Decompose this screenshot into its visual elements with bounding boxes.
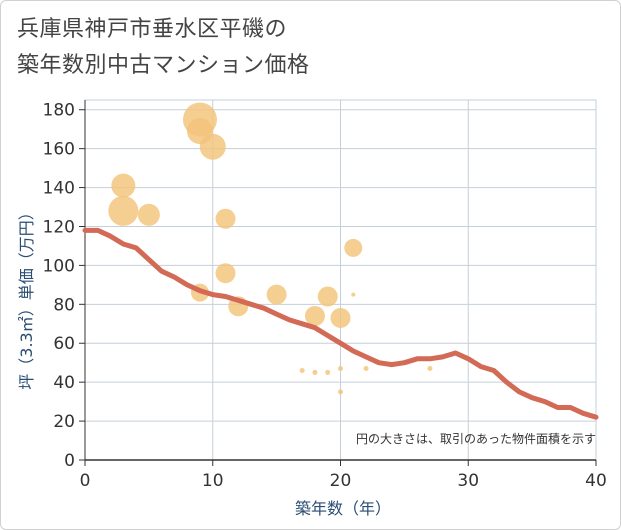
x-tick-label-2: 20: [330, 471, 352, 491]
y-tick-label-9: 180: [43, 101, 75, 121]
trend-line-group: [82, 227, 599, 420]
scatter-points: [108, 102, 433, 395]
scatter-point-0: [111, 173, 136, 198]
scatter-point-1: [108, 195, 139, 226]
y-tick-label-6: 120: [43, 217, 75, 237]
scatter-point-14: [344, 238, 363, 257]
scatter-point-11: [304, 306, 325, 326]
x-tick-label-4: 40: [585, 471, 607, 491]
scatter-point-21: [363, 366, 369, 372]
y-tick-label-1: 20: [53, 412, 75, 432]
scatter-point-13: [330, 307, 351, 328]
x-tick-label-0: 0: [80, 471, 91, 491]
bubble-size-note: 円の大きさは、取引のあった物件面積を示す: [356, 431, 596, 446]
y-axis-label: 坪（3.3㎡）単価（万円）: [17, 204, 36, 389]
scatter-point-19: [338, 366, 343, 372]
scatter-point-5: [199, 133, 226, 160]
y-tick-label-4: 80: [53, 295, 75, 315]
y-tick-label-3: 60: [53, 334, 75, 354]
y-tick-label-0: 0: [64, 451, 75, 471]
scatter-point-7: [215, 263, 236, 284]
scatter-point-6: [215, 208, 236, 229]
trend-line: [82, 227, 599, 420]
scatter-point-16: [299, 367, 305, 373]
x-tick-label-3: 30: [457, 471, 479, 491]
scatter-point-20: [338, 389, 343, 395]
y-tick-label-5: 100: [43, 256, 75, 276]
scatter-point-17: [312, 369, 318, 375]
scatter-point-2: [137, 203, 160, 226]
grid: [84, 99, 597, 461]
y-axis-ticks: 0 20 40 60 80 100 120 140 160 180: [43, 101, 85, 471]
x-axis-label: 築年数（年）: [295, 499, 391, 518]
scatter-point-15: [351, 292, 356, 297]
x-tick-label-1: 10: [202, 471, 224, 491]
x-axis-ticks: 0 10 20 30 40: [80, 460, 607, 491]
y-tick-label-7: 140: [43, 179, 75, 199]
chart-title-line2: 築年数別中古マンション価格: [17, 53, 310, 78]
chart-title-line1: 兵庫県神戸市垂水区平磯の: [17, 17, 288, 42]
scatter-point-12: [317, 286, 338, 307]
scatter-point-18: [325, 369, 331, 375]
scatter-point-10: [266, 284, 287, 305]
y-tick-label-2: 40: [53, 373, 75, 393]
chart-title: 兵庫県神戸市垂水区平磯の 築年数別中古マンション価格: [17, 12, 310, 84]
scatter-point-22: [427, 366, 433, 372]
y-tick-label-8: 160: [43, 140, 75, 160]
